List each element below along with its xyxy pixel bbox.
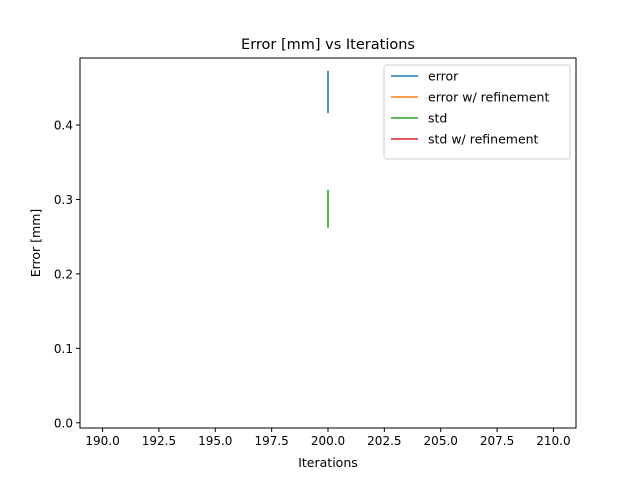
legend-box <box>383 64 571 160</box>
y-axis: 0.0 0.1 0.2 0.3 0.4 <box>54 119 80 430</box>
legend-entry-label: error w/ refinement <box>428 90 549 105</box>
legend: error error w/ refinement std std w/ refine… <box>383 64 571 160</box>
chart-title: Error [mm] vs Iterations <box>241 37 415 53</box>
x-tick-label: 190.0 <box>85 434 119 448</box>
x-tick-label: 192.5 <box>142 434 176 448</box>
y-tick-label: 0.4 <box>54 119 73 133</box>
legend-entry-label: error <box>428 69 459 84</box>
y-tick-label: 0.0 <box>54 416 73 430</box>
x-tick-label: 197.5 <box>254 434 288 448</box>
legend-entry-label: std w/ refinement <box>428 132 539 147</box>
legend-entry-label: std <box>428 111 447 126</box>
x-tick-label: 210.0 <box>536 434 570 448</box>
y-tick-label: 0.1 <box>54 342 73 356</box>
x-tick-label: 202.5 <box>367 434 401 448</box>
x-axis: 190.0 192.5 195.0 197.5 200.0 202.5 205.0 207.5… <box>85 428 571 448</box>
x-tick-label: 205.0 <box>424 434 458 448</box>
x-axis-label: Iterations <box>298 455 358 470</box>
y-tick-label: 0.3 <box>54 193 73 207</box>
x-tick-label: 200.0 <box>311 434 345 448</box>
x-tick-label: 195.0 <box>198 434 232 448</box>
y-axis-label: Error [mm] <box>28 209 43 278</box>
x-tick-label: 207.5 <box>480 434 514 448</box>
y-tick-label: 0.2 <box>54 267 73 281</box>
